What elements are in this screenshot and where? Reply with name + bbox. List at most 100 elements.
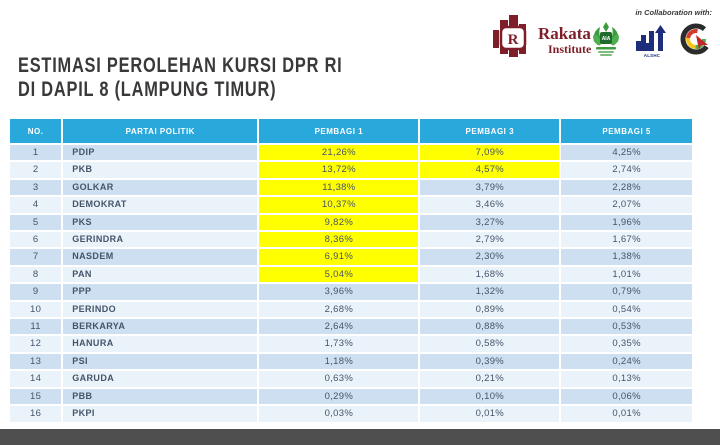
cell-pembagi1: 1,18% xyxy=(259,353,419,370)
cell-pembagi1: 0,29% xyxy=(259,388,419,405)
table-row: 15 PBB 0,29% 0,10% 0,06% xyxy=(10,388,692,405)
table-row: 9 PPP 3,96% 1,32% 0,79% xyxy=(10,284,692,300)
cell-party: GERINDRA xyxy=(63,232,258,248)
cell-party: PERINDO xyxy=(63,301,258,318)
cell-party: DEMOKRAT xyxy=(63,197,258,213)
cell-no: 15 xyxy=(10,388,62,405)
cell-no: 2 xyxy=(10,162,62,178)
collaboration-label: in Collaboration with: xyxy=(635,8,712,17)
cell-pembagi3: 0,10% xyxy=(420,388,560,405)
cell-pembagi3: 3,46% xyxy=(420,197,560,213)
cell-pembagi3: 3,79% xyxy=(420,179,560,196)
cell-no: 7 xyxy=(10,249,62,265)
table-row: 8 PAN 5,04% 1,68% 1,01% xyxy=(10,266,692,283)
rakata-sub: Institute xyxy=(548,41,592,56)
table-row: 16 PKPI 0,03% 0,01% 0,01% xyxy=(10,406,692,422)
cell-pembagi3: 2,30% xyxy=(420,249,560,265)
svg-text:AIA: AIA xyxy=(602,36,611,42)
cell-pembagi1: 11,38% xyxy=(259,179,419,196)
page-title: ESTIMASI PEROLEHAN KURSI DPR RI DI DAPIL… xyxy=(18,54,343,102)
cell-pembagi3: 4,57% xyxy=(420,162,560,178)
cell-pembagi5: 1,67% xyxy=(561,232,692,248)
cell-party: PKS xyxy=(63,214,258,231)
cell-pembagi1: 2,68% xyxy=(259,301,419,318)
cell-no: 13 xyxy=(10,353,62,370)
cell-party: GOLKAR xyxy=(63,179,258,196)
cell-party: GARUDA xyxy=(63,371,258,387)
cell-pembagi5: 0,79% xyxy=(561,284,692,300)
cell-party: BERKARYA xyxy=(63,319,258,335)
table-row: 2 PKB 13,72% 4,57% 2,74% xyxy=(10,162,692,178)
cell-pembagi5: 0,24% xyxy=(561,353,692,370)
results-table: No. PARTAI POLITIK PEMBAGI 1 PEMBAGI 3 P… xyxy=(8,117,694,424)
cell-no: 4 xyxy=(10,197,62,213)
cell-no: 8 xyxy=(10,266,62,283)
cell-pembagi1: 0,63% xyxy=(259,371,419,387)
cell-party: HANURA xyxy=(63,336,258,352)
column-header-pembagi5: PEMBAGI 5 xyxy=(561,119,692,143)
table-header-row: No. PARTAI POLITIK PEMBAGI 1 PEMBAGI 3 P… xyxy=(10,119,692,143)
cell-pembagi1: 13,72% xyxy=(259,162,419,178)
table-row: 3 GOLKAR 11,38% 3,79% 2,28% xyxy=(10,179,692,196)
cell-pembagi5: 0,01% xyxy=(561,406,692,422)
footer-bar xyxy=(0,429,720,445)
cell-party: PSI xyxy=(63,353,258,370)
table-row: 1 PDIP 21,26% 7,09% 4,25% xyxy=(10,145,692,161)
cell-party: PPP xyxy=(63,284,258,300)
alshc-label: ALSHC xyxy=(643,53,661,58)
cell-pembagi3: 0,58% xyxy=(420,336,560,352)
cell-no: 11 xyxy=(10,319,62,335)
circle-target-logo-icon xyxy=(680,23,712,60)
column-header-partai: PARTAI POLITIK xyxy=(63,119,258,143)
cell-pembagi5: 0,13% xyxy=(561,371,692,387)
cell-pembagi1: 1,73% xyxy=(259,336,419,352)
cell-pembagi3: 0,01% xyxy=(420,406,560,422)
cell-pembagi1: 10,37% xyxy=(259,197,419,213)
cell-pembagi5: 0,53% xyxy=(561,319,692,335)
rakata-name: Rakata xyxy=(538,23,591,43)
cell-pembagi1: 21,26% xyxy=(259,145,419,161)
cell-no: 6 xyxy=(10,232,62,248)
cell-pembagi3: 1,32% xyxy=(420,284,560,300)
wreath-logo-icon: AIA xyxy=(588,20,624,63)
rakata-wordmark: Rakata Institute xyxy=(538,25,591,55)
cell-no: 10 xyxy=(10,301,62,318)
rakata-institute-logo: R Rakata Institute xyxy=(492,14,591,65)
cell-pembagi3: 0,21% xyxy=(420,371,560,387)
cell-pembagi1: 0,03% xyxy=(259,406,419,422)
cell-pembagi1: 2,64% xyxy=(259,319,419,335)
table-body: 1 PDIP 21,26% 7,09% 4,25% 2 PKB 13,72% 4,57% 2,74… xyxy=(10,145,692,422)
cell-no: 1 xyxy=(10,145,62,161)
cell-party: PDIP xyxy=(63,145,258,161)
cell-pembagi3: 1,68% xyxy=(420,266,560,283)
svg-text:R: R xyxy=(508,32,519,48)
cell-pembagi3: 0,39% xyxy=(420,353,560,370)
table-row: 10 PERINDO 2,68% 0,89% 0,54% xyxy=(10,301,692,318)
page-title-line2: DI DAPIL 8 (LAMPUNG TIMUR) xyxy=(18,78,277,101)
cell-party: PKPI xyxy=(63,406,258,422)
table-row: 13 PSI 1,18% 0,39% 0,24% xyxy=(10,353,692,370)
table-row: 11 BERKARYA 2,64% 0,88% 0,53% xyxy=(10,319,692,335)
cell-no: 3 xyxy=(10,179,62,196)
cell-no: 9 xyxy=(10,284,62,300)
cell-pembagi5: 2,07% xyxy=(561,197,692,213)
collaboration-logos: AIA ALSHC xyxy=(586,20,714,63)
page-title-line1: ESTIMASI PEROLEHAN KURSI DPR RI xyxy=(18,54,343,77)
cell-no: 12 xyxy=(10,336,62,352)
cell-pembagi5: 1,01% xyxy=(561,266,692,283)
cell-no: 14 xyxy=(10,371,62,387)
cell-pembagi3: 2,79% xyxy=(420,232,560,248)
cell-pembagi1: 8,36% xyxy=(259,232,419,248)
cell-pembagi3: 0,89% xyxy=(420,301,560,318)
cell-pembagi5: 0,35% xyxy=(561,336,692,352)
cell-pembagi5: 0,54% xyxy=(561,301,692,318)
cell-no: 16 xyxy=(10,406,62,422)
cell-party: PBB xyxy=(63,388,258,405)
cell-pembagi3: 0,88% xyxy=(420,319,560,335)
cell-pembagi1: 5,04% xyxy=(259,266,419,283)
collaboration-block: in Collaboration with: AIA ALSHC xyxy=(586,8,714,63)
cell-party: PKB xyxy=(63,162,258,178)
cell-pembagi1: 9,82% xyxy=(259,214,419,231)
table-row: 4 DEMOKRAT 10,37% 3,46% 2,07% xyxy=(10,197,692,213)
cell-party: PAN xyxy=(63,266,258,283)
